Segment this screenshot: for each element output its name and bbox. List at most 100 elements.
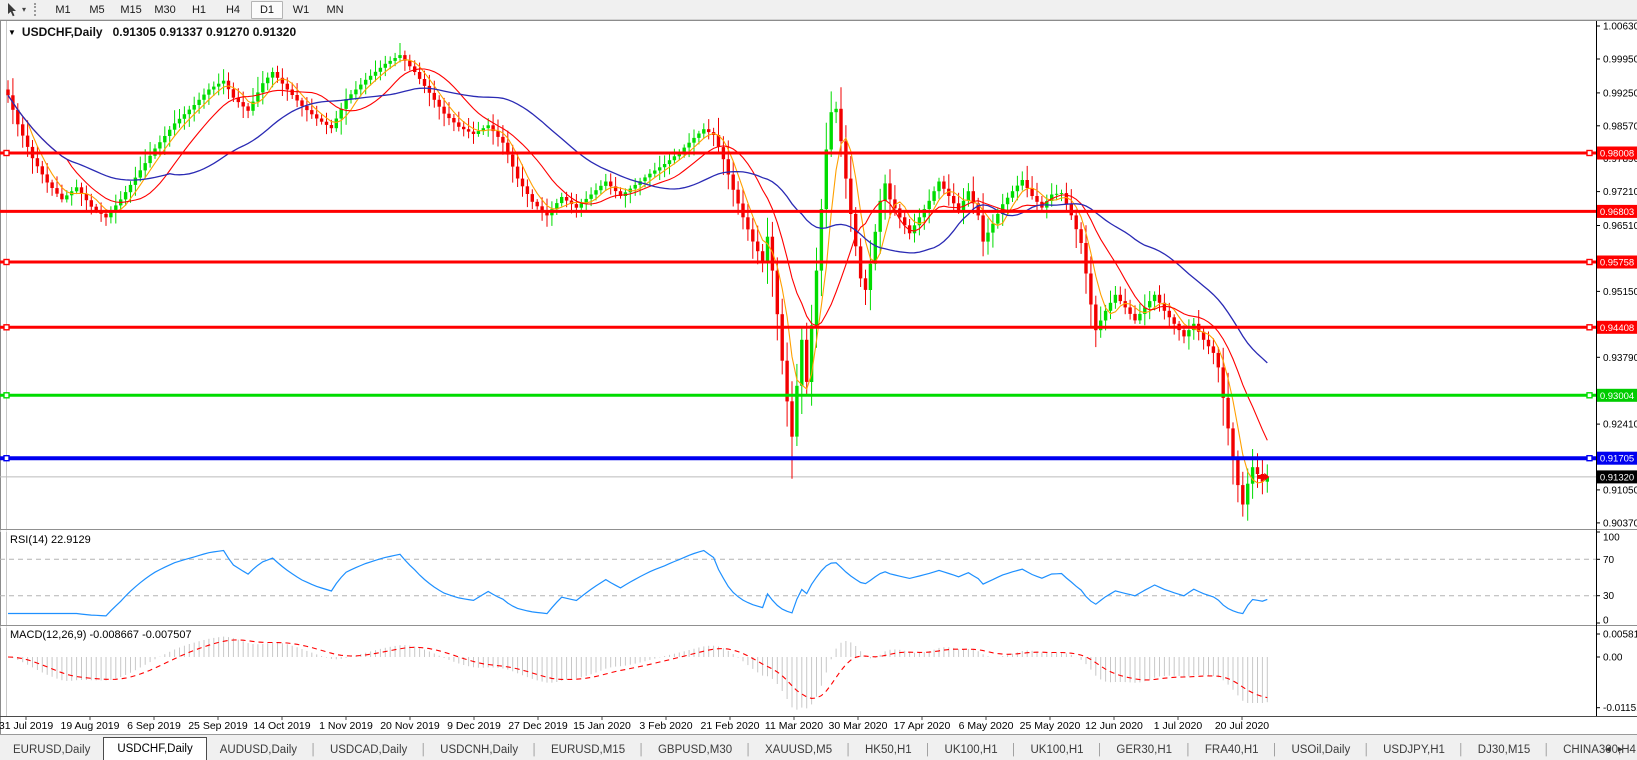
- macd-signal-line: [7, 639, 1268, 699]
- hline-handle[interactable]: [3, 392, 10, 399]
- chart-tab-eurusd-daily[interactable]: EURUSD,Daily: [13, 744, 91, 756]
- svg-text:1 Jul 2020: 1 Jul 2020: [1154, 720, 1203, 732]
- svg-text:30: 30: [1603, 591, 1615, 602]
- svg-text:0: 0: [1603, 616, 1609, 627]
- hline-handle[interactable]: [1586, 324, 1593, 331]
- chart-tab-usdcnh-daily[interactable]: USDCNH,Daily: [440, 744, 519, 756]
- chart-tab-usdcad-daily[interactable]: USDCAD,Daily: [329, 744, 408, 756]
- price-badge-0.96803: 0.96803: [1597, 204, 1637, 218]
- rsi-axis-labels: 100 70 30 0: [1596, 531, 1620, 627]
- timeframe-toolbar: ▾ M1 M5 M15 M30 H1 H4 D1 W1 MN: [0, 0, 1637, 20]
- timeframe-button-h1[interactable]: H1: [191, 3, 207, 16]
- hline-handle[interactable]: [1586, 149, 1593, 157]
- tab-separator: │: [1010, 744, 1018, 756]
- chart-ohlc-values: 0.91305 0.91337 0.91270 0.91320: [112, 25, 297, 39]
- rsi-indicator-label: RSI(14) 22.9129: [10, 534, 91, 546]
- svg-text:6 May 2020: 6 May 2020: [959, 720, 1014, 732]
- cursor-tool-button[interactable]: ▾: [2, 1, 29, 18]
- chart-tab-usdjpy-h1[interactable]: USDJPY,H1: [1383, 744, 1445, 756]
- timeframe-button-m30[interactable]: M30: [154, 3, 176, 16]
- svg-text:100: 100: [1603, 533, 1620, 544]
- chart-symbol-label: USDCHF,Daily: [21, 25, 103, 39]
- chart-tab-audusd-daily[interactable]: AUDUSD,Daily: [219, 744, 298, 756]
- chart-tab-usoil-daily[interactable]: USOil,Daily: [1291, 744, 1351, 756]
- current-price-badge: 0.91320: [1597, 470, 1637, 484]
- tab-separator: │: [638, 744, 645, 756]
- svg-text:3 Feb 2020: 3 Feb 2020: [639, 720, 692, 732]
- svg-text:31 Jul 2019: 31 Jul 2019: [0, 720, 53, 732]
- timeframe-button-h4[interactable]: H4: [225, 3, 241, 16]
- chart-tab-usdchf-daily[interactable]: USDCHF,Daily: [103, 737, 207, 760]
- timeframe-button-m1[interactable]: M1: [55, 3, 71, 16]
- chart-tab-bar: EURUSD,Daily USDCHF,Daily AUDUSD,Daily │ USD…: [0, 734, 1637, 760]
- tab-separator: │: [745, 744, 752, 756]
- hline-handle[interactable]: [3, 455, 10, 462]
- svg-text:0.90370: 0.90370: [1603, 518, 1637, 529]
- timeframe-button-w1[interactable]: W1: [292, 3, 310, 16]
- svg-text:0.93790: 0.93790: [1603, 353, 1637, 364]
- rsi-line: [8, 549, 1268, 617]
- svg-text:25 May 2020: 25 May 2020: [1020, 720, 1081, 732]
- svg-text:1 Nov 2019: 1 Nov 2019: [319, 720, 373, 732]
- svg-text:30 Mar 2020: 30 Mar 2020: [829, 720, 888, 732]
- svg-text:-0.01151: -0.01151: [1603, 703, 1637, 714]
- ma-line-34: [7, 87, 1268, 364]
- svg-text:9 Dec 2019: 9 Dec 2019: [447, 720, 501, 732]
- window-menu-icon[interactable]: ▼: [8, 27, 16, 37]
- hline-handle[interactable]: [3, 149, 10, 157]
- timeframe-button-m5[interactable]: M5: [89, 3, 105, 16]
- tab-scroll-right-icon[interactable]: ▸: [1617, 744, 1631, 755]
- svg-text:0.005818: 0.005818: [1603, 630, 1637, 641]
- svg-text:11 Mar 2020: 11 Mar 2020: [765, 720, 823, 732]
- price-badge-0.94408: 0.94408: [1597, 320, 1637, 334]
- chart-tab-hk50-h1[interactable]: HK50,H1: [864, 744, 912, 756]
- price-badge-0.98008: 0.98008: [1597, 146, 1637, 160]
- tab-separator: │: [1363, 744, 1371, 756]
- tab-separator: │: [1457, 744, 1465, 756]
- svg-text:0.98570: 0.98570: [1603, 121, 1637, 132]
- svg-text:0.97210: 0.97210: [1603, 187, 1637, 198]
- hline-handle[interactable]: [1586, 392, 1593, 399]
- tab-scroll-left-icon[interactable]: ◂: [1604, 744, 1618, 755]
- tab-separator: │: [1185, 744, 1192, 756]
- svg-text:0.00: 0.00: [1603, 653, 1623, 664]
- timeframe-button-m15[interactable]: M15: [120, 3, 142, 16]
- tab-separator: │: [1271, 744, 1279, 756]
- time-axis-labels: 31 Jul 2019 19 Aug 2019 6 Sep 2019 25 Sep 2…: [0, 716, 1269, 732]
- svg-text:15 Jan 2020: 15 Jan 2020: [573, 720, 631, 732]
- chart-tab-eurusd-m15[interactable]: EURUSD,M15: [550, 744, 626, 756]
- chart-tab-uk100-h1[interactable]: UK100,H1: [944, 744, 998, 756]
- hline-handle[interactable]: [1586, 258, 1593, 266]
- price-axis-labels: 1.00630 0.99950 0.99250 0.98570 0.97890 0.972…: [1596, 22, 1637, 529]
- hline-handle[interactable]: [1586, 455, 1593, 462]
- svg-text:0.91705: 0.91705: [1600, 454, 1634, 465]
- tab-separator: │: [1543, 744, 1551, 756]
- svg-text:21 Feb 2020: 21 Feb 2020: [701, 720, 760, 732]
- svg-text:0.95150: 0.95150: [1603, 287, 1637, 298]
- macd-axis-labels: 0.005818 0.00 -0.01151: [1596, 630, 1637, 714]
- tab-separator: │: [924, 744, 932, 756]
- chart-tab-china300-h4[interactable]: CHINA300,H4: [1563, 744, 1636, 756]
- hline-handle[interactable]: [3, 258, 10, 266]
- hline-handle[interactable]: [3, 324, 10, 331]
- chart-tab-dj30-m15[interactable]: DJ30,M15: [1477, 744, 1531, 756]
- chart-tab-ger30-h1[interactable]: GER30,H1: [1116, 744, 1173, 756]
- svg-text:0.94408: 0.94408: [1600, 323, 1634, 334]
- chart-tab-fra40-h1[interactable]: FRA40,H1: [1204, 744, 1259, 756]
- svg-text:0.91320: 0.91320: [1600, 472, 1634, 483]
- timeframe-button-d1[interactable]: D1: [251, 0, 284, 19]
- svg-text:19 Aug 2019: 19 Aug 2019: [61, 720, 120, 732]
- svg-text:0.97890: 0.97890: [1603, 154, 1637, 165]
- chart-tab-uk100-h1[interactable]: UK100,H1: [1030, 744, 1084, 756]
- crosshair-cursor-icon: [8, 3, 16, 17]
- svg-text:0.99950: 0.99950: [1603, 55, 1637, 66]
- chart-tab-xauusd-m5[interactable]: XAUUSD,M5: [765, 744, 833, 756]
- timeframe-button-mn[interactable]: MN: [326, 3, 344, 16]
- svg-text:70: 70: [1603, 555, 1615, 566]
- tab-separator: │: [420, 744, 428, 756]
- toolbar-gripper: [34, 3, 39, 16]
- chart-tab-gbpusd-m30[interactable]: GBPUSD,M30: [657, 744, 733, 756]
- tab-scroll-arrows: ◂▸: [1605, 744, 1631, 755]
